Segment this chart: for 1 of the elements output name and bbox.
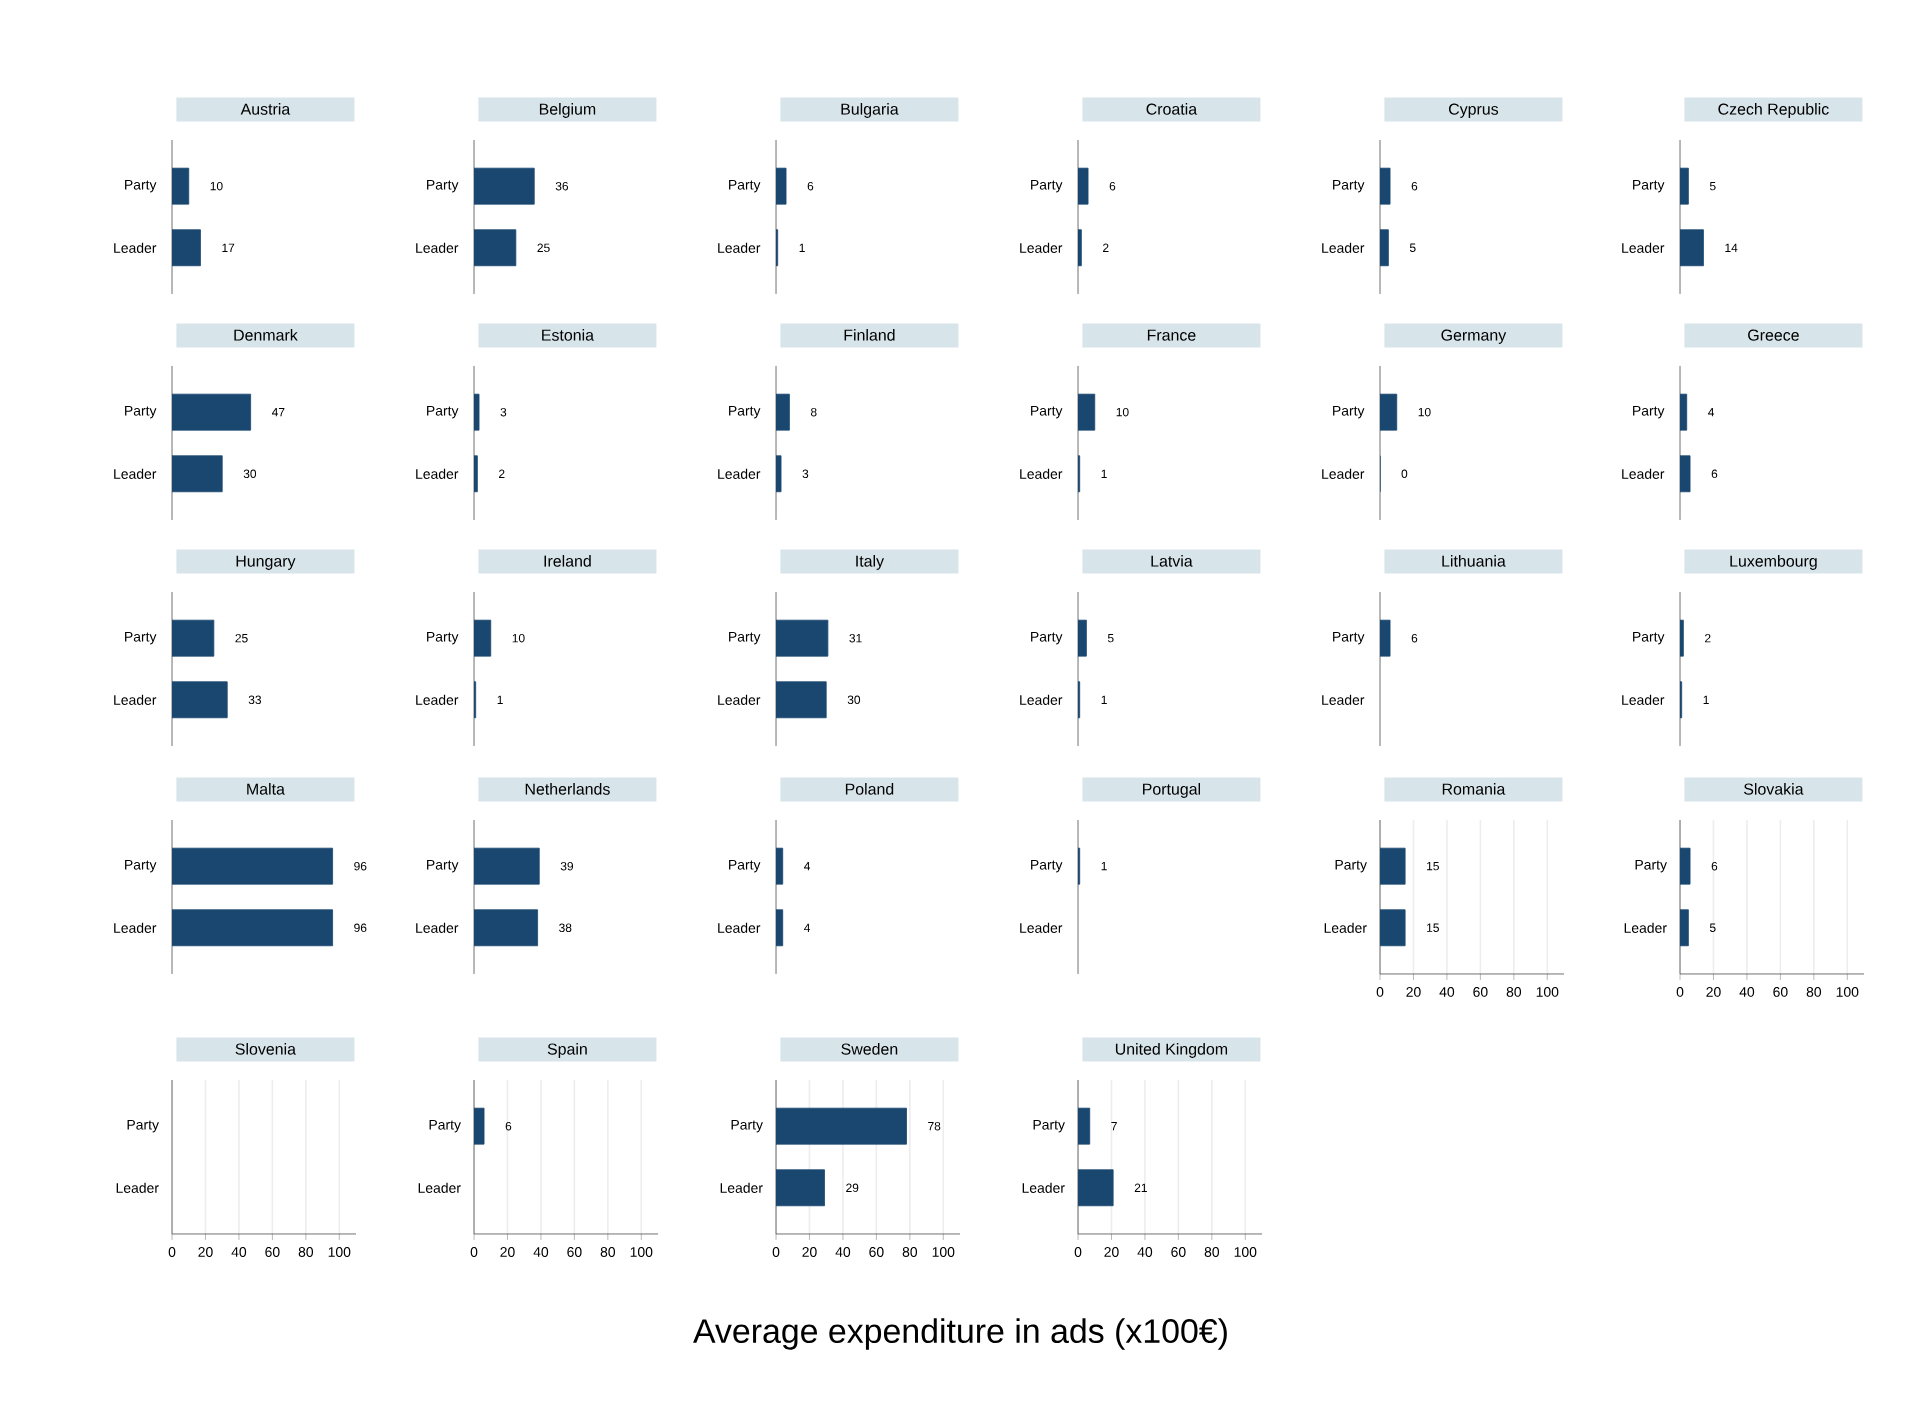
- text: Average expenditure in ads (x100€): [693, 1318, 1227, 1350]
